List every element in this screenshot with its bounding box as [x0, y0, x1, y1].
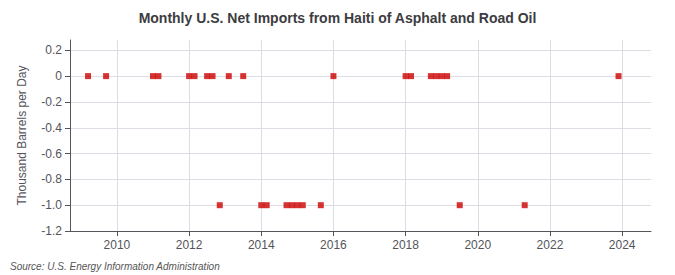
svg-text:Thousand Barrels per Day: Thousand Barrels per Day: [15, 65, 29, 205]
svg-text:2010: 2010: [104, 238, 131, 252]
svg-text:-0.8: -0.8: [41, 172, 62, 186]
svg-text:2018: 2018: [392, 238, 419, 252]
svg-text:2014: 2014: [248, 238, 275, 252]
svg-text:2016: 2016: [320, 238, 347, 252]
svg-text:2024: 2024: [609, 238, 636, 252]
svg-text:Monthly U.S. Net Imports from: Monthly U.S. Net Imports from Haiti of A…: [139, 10, 537, 26]
svg-text:0: 0: [55, 69, 62, 83]
svg-text:-0.6: -0.6: [41, 147, 62, 161]
svg-text:Source: U.S. Energy Informatio: Source: U.S. Energy Information Administ…: [10, 261, 220, 272]
svg-text:-1.0: -1.0: [41, 198, 62, 212]
svg-text:2012: 2012: [176, 238, 203, 252]
svg-text:-0.4: -0.4: [41, 121, 62, 135]
svg-text:-1.2: -1.2: [41, 224, 62, 238]
svg-text:0.2: 0.2: [45, 43, 62, 57]
svg-text:2022: 2022: [537, 238, 564, 252]
svg-text:2020: 2020: [464, 238, 491, 252]
svg-text:-0.2: -0.2: [41, 95, 62, 109]
